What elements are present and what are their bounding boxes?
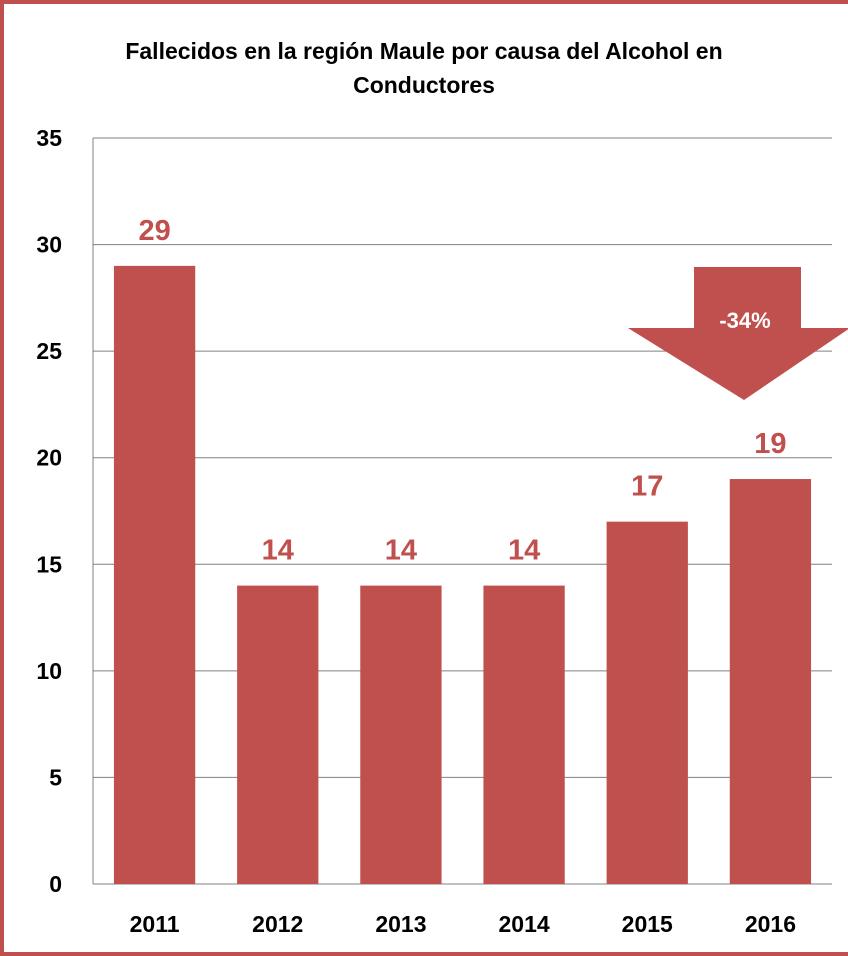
y-tick-label: 35 [36,125,62,151]
y-tick-label: 10 [36,658,62,684]
bar-2014 [483,585,565,884]
data-label-2015: 17 [631,471,663,503]
data-label-2014: 14 [508,535,540,567]
bars [113,265,812,884]
x-tick-label-2015: 2015 [622,911,673,937]
data-label-2016: 19 [754,428,786,460]
annotation-label: -34% [719,308,770,333]
y-tick-label: 20 [36,445,62,471]
x-tick-label-2016: 2016 [745,911,796,937]
data-label-2013: 14 [385,535,417,567]
x-tick-label-2014: 2014 [498,911,549,937]
y-tick-label: 15 [36,551,62,577]
x-axis-ticks: 2011 2012 2013 2014 2015 2016 [130,911,796,937]
down-arrow-icon [628,267,848,400]
y-tick-label: 5 [49,764,62,790]
bar-2011 [113,265,196,884]
data-label-2012: 14 [262,535,294,567]
chart-title: Fallecidos en la región Maule por causa … [0,34,848,102]
chart-title-line-1: Fallecidos en la región Maule por causa … [125,38,723,64]
decrease-annotation: -34% [628,267,848,400]
bar-2013 [360,585,442,884]
chart-title-line-2: Conductores [353,72,495,98]
bar-2012 [237,585,319,884]
gridlines [92,137,832,885]
x-tick-label-2013: 2013 [375,911,426,937]
y-tick-label: 0 [49,871,62,897]
x-tick-label-2011: 2011 [130,911,180,937]
y-tick-label: 25 [36,338,62,364]
data-label-2011: 29 [138,215,170,247]
data-labels: 29 14 14 14 17 19 [138,215,786,567]
y-tick-label: 30 [36,232,62,258]
y-axis-ticks: 0 5 10 15 20 25 30 35 [36,125,62,897]
x-tick-label-2012: 2012 [252,911,303,937]
bar-2016 [729,479,812,884]
bar-2015 [606,521,688,884]
